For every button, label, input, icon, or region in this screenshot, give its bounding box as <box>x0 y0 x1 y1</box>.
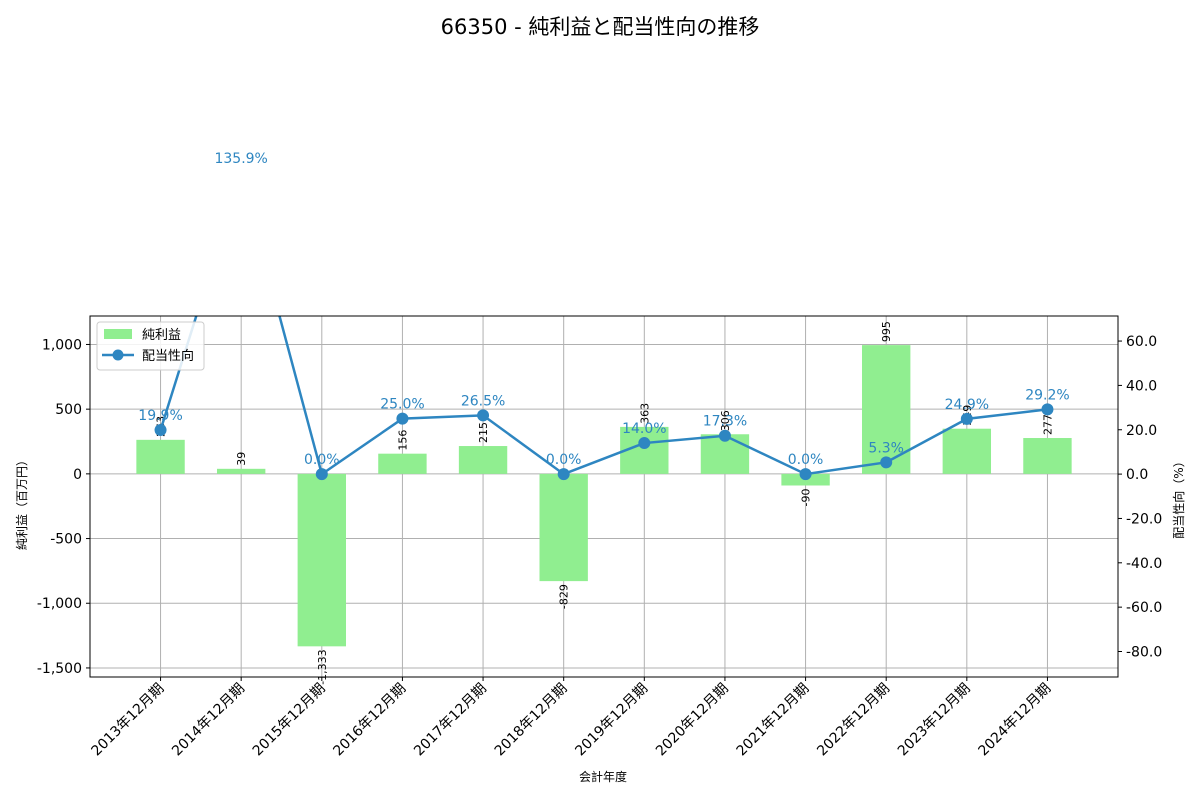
right-tick-label: 20.0 <box>1126 423 1157 439</box>
payout-marker <box>557 468 570 481</box>
bar-series-net-income <box>136 345 1072 647</box>
right-tick-label: 40.0 <box>1126 378 1157 394</box>
x-tick-label: 2022年12月期 <box>814 681 893 760</box>
bar-value-label: 39 <box>235 452 248 466</box>
payout-value-label: 0.0% <box>788 452 824 468</box>
x-tick-label: 2024年12月期 <box>975 681 1054 760</box>
payout-marker <box>718 429 731 442</box>
right-tick-label: -20.0 <box>1126 511 1162 527</box>
line-value-labels: 19.9% 135.9% 0.0% 25.0% 26.5% 0.0% 14.0% 17.3% 0… <box>138 151 1069 468</box>
left-y-axis-label: 純利益（百万円） <box>15 454 29 550</box>
bar <box>136 439 185 474</box>
bar-value-label: -829 <box>558 584 571 609</box>
payout-marker <box>315 468 328 481</box>
bar <box>216 468 266 474</box>
plot-frame <box>89 315 1119 678</box>
payout-marker <box>477 409 490 422</box>
left-tick-label: 500 <box>55 402 82 418</box>
bar-value-label: 156 <box>396 430 409 451</box>
payout-value-label: 0.0% <box>304 452 340 468</box>
legend-label-payout-ratio: 配当性向 <box>142 348 194 364</box>
legend-marker-icon <box>112 349 124 361</box>
left-tick-label: -1,500 <box>37 661 82 677</box>
right-tick-label: -60.0 <box>1126 600 1162 616</box>
payout-value-label: 0.0% <box>546 452 582 468</box>
x-axis: 2013年12月期 2014年12月期 2015年12月期 2016年12月期 2017… <box>89 677 1054 760</box>
x-tick-label: 2013年12月期 <box>89 681 168 760</box>
bar-value-label: -1,333 <box>316 649 329 684</box>
payout-value-label: 17.3% <box>703 414 747 430</box>
payout-marker <box>396 412 409 425</box>
payout-marker <box>1041 403 1054 416</box>
bar <box>1023 438 1072 474</box>
x-tick-label: 2018年12月期 <box>492 681 571 760</box>
payout-value-label: 19.9% <box>138 408 182 424</box>
chart-title: 66350 - 純利益と配当性向の推移 <box>441 15 760 39</box>
x-tick-label: 2019年12月期 <box>572 681 651 760</box>
payout-value-label: 26.5% <box>461 393 505 409</box>
left-y-axis: 1,000 500 0 -500 -1,000 -1,500 <box>37 337 90 677</box>
x-tick-label: 2021年12月期 <box>734 681 813 760</box>
right-tick-label: 0.0 <box>1126 467 1148 483</box>
payout-marker <box>799 468 812 481</box>
bar-value-label: 277 <box>1041 414 1054 435</box>
bar <box>297 473 346 647</box>
right-y-axis: 60.0 40.0 20.0 0.0 -20.0 -40.0 -60.0 -80.0 <box>1118 334 1162 660</box>
bar-value-label: 995 <box>880 321 893 342</box>
x-tick-label: 2017年12月期 <box>411 681 490 760</box>
x-tick-label: 2023年12月期 <box>895 681 974 760</box>
left-tick-label: -500 <box>50 532 82 548</box>
left-tick-label: 0 <box>73 467 82 483</box>
payout-value-label: 14.0% <box>622 421 666 437</box>
bar <box>539 473 588 582</box>
right-y-axis-label: 配当性向（%） <box>1171 455 1186 538</box>
bar <box>378 453 427 474</box>
payout-value-label: 135.9% <box>214 151 267 167</box>
bar-value-label: 215 <box>477 422 490 443</box>
right-tick-label: -40.0 <box>1126 556 1162 572</box>
line-series-payout-ratio <box>154 316 1054 481</box>
x-tick-label: 2015年12月期 <box>250 681 329 760</box>
gridlines <box>90 316 1118 677</box>
left-tick-label: 1,000 <box>42 337 82 353</box>
payout-value-label: 24.9% <box>945 397 989 413</box>
right-tick-label: -80.0 <box>1126 644 1162 660</box>
payout-value-label: 5.3% <box>868 440 904 456</box>
legend-label-net-income: 純利益 <box>142 328 181 343</box>
legend: 純利益 配当性向 <box>96 321 205 371</box>
payout-marker <box>154 423 167 436</box>
x-tick-label: 2014年12月期 <box>169 681 248 760</box>
x-tick-label: 2016年12月期 <box>330 681 409 760</box>
payout-value-label: 25.0% <box>380 397 424 413</box>
right-tick-label: 60.0 <box>1126 334 1157 350</box>
payout-marker <box>880 456 893 469</box>
bar <box>942 428 992 474</box>
x-tick-label: 2020年12月期 <box>653 681 732 760</box>
bar-value-label: 363 <box>638 403 651 424</box>
payout-marker <box>638 437 651 450</box>
x-axis-label: 会計年度 <box>579 769 627 784</box>
bar-value-label: -90 <box>800 489 813 507</box>
bar-value-label: 306 <box>719 410 732 431</box>
bar <box>458 446 508 474</box>
payout-marker <box>960 412 973 425</box>
payout-line <box>159 316 1048 477</box>
payout-value-label: 29.2% <box>1025 387 1069 403</box>
left-tick-label: -1,000 <box>37 596 82 612</box>
legend-swatch-bar <box>104 329 132 339</box>
